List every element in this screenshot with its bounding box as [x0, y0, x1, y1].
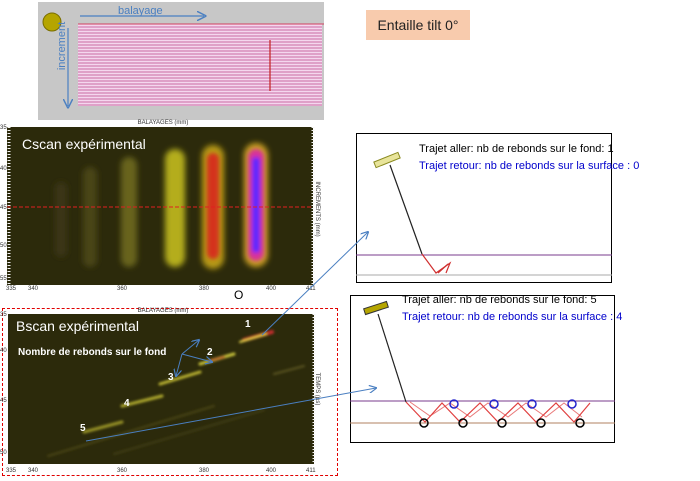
bounce-count-annotation: Nombre de rebonds sur le fond: [18, 347, 167, 358]
bscan-x-axis-title: BALAYAGES (mm): [137, 308, 189, 314]
bottom-bounce-marker: [458, 418, 468, 428]
bscan-y-tick: 45: [0, 398, 7, 404]
scan-label: balayage: [118, 5, 163, 17]
path1-forward-text: Trajet aller: nb de rebonds sur le fond:…: [419, 143, 614, 155]
cscan-y-tick: 50: [0, 243, 7, 249]
cscan-x-tick: 335: [6, 286, 17, 292]
bottom-bounce-marker: [536, 418, 546, 428]
bscan-x-tick: 360: [117, 468, 128, 474]
cscan-y-axis-title: INCREMENTS (mm): [314, 181, 320, 237]
echo-number: 1: [245, 319, 251, 330]
bottom-bounce-marker: [575, 418, 585, 428]
scan-schematic: [38, 2, 324, 120]
cscan-x-axis-title: BALAYAGES (mm): [137, 120, 189, 126]
surface-bounce-marker: [449, 399, 459, 409]
path5-return-text: Trajet retour: nb de rebonds sur la surf…: [402, 311, 623, 323]
bottom-bounce-marker: [419, 418, 429, 428]
cscan-plot: [3, 127, 321, 298]
probe-icon: [373, 151, 401, 169]
bscan-x-tick: 340: [28, 468, 39, 474]
cscan-y-tick: 55: [0, 276, 7, 282]
bscan-x-tick: 380: [199, 468, 210, 474]
path5-forward-text: Trajet aller: nb de rebonds sur le fond:…: [402, 294, 597, 306]
echo-number: 5: [80, 423, 86, 434]
echo-number: 3: [168, 372, 174, 383]
surface-bounce-marker: [567, 399, 577, 409]
scan-lines: [78, 24, 322, 106]
bscan-label: Bscan expérimental: [16, 318, 139, 334]
bscan-y-tick: 35: [0, 312, 7, 318]
cscan-x-tick: 400: [266, 286, 277, 292]
cscan-y-tick: 35: [0, 125, 7, 131]
surface-bounce-marker: [489, 399, 499, 409]
bscan-x-tick: 400: [266, 468, 277, 474]
cscan-x-tick: 380: [199, 286, 210, 292]
bottom-bounce-marker: [497, 418, 507, 428]
path1-return-text: Trajet retour: nb de rebonds sur la surf…: [419, 160, 640, 172]
cscan-x-tick: 411: [306, 286, 316, 292]
bscan-y-tick: 50: [0, 450, 7, 456]
path-diagram-5: [350, 295, 615, 443]
echo-number: 2: [207, 347, 213, 358]
cscan-y-tick: 45: [0, 205, 7, 211]
path-diagram-1: [356, 133, 612, 283]
increment-label: increment: [56, 21, 68, 71]
cscan-y-tick: 40: [0, 166, 7, 172]
cscan-marker-o: O: [234, 288, 244, 302]
probe-icon: [42, 12, 62, 32]
bscan-x-tick: 411: [306, 468, 316, 474]
bscan-y-tick: 40: [0, 348, 7, 354]
cscan-label: Cscan expérimental: [22, 136, 146, 152]
cscan-x-tick: 360: [117, 286, 128, 292]
cscan-x-tick: 340: [28, 286, 39, 292]
bscan-y-axis-title: TEMPS (µs): [314, 372, 320, 406]
bscan-plot: [4, 314, 322, 466]
page-title: Entaille tilt 0°: [366, 10, 470, 40]
echo-number: 4: [124, 398, 130, 409]
surface-bounce-marker: [527, 399, 537, 409]
bscan-x-tick: 335: [6, 468, 17, 474]
